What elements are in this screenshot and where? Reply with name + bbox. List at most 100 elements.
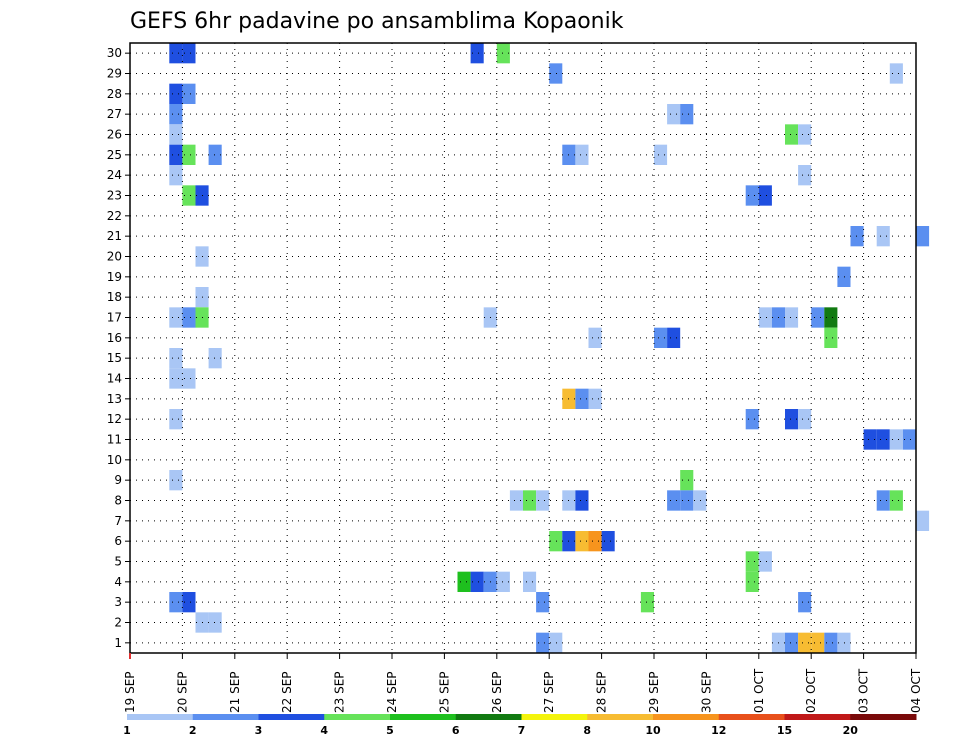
plot-frame <box>129 42 917 654</box>
heatmap-cell <box>745 185 759 206</box>
colorbar-label: 10 <box>645 724 661 737</box>
heatmap-cell <box>182 307 196 328</box>
x-tick-label: 29 SEP <box>647 671 661 713</box>
heatmap-cell <box>496 571 510 592</box>
x-tick-label: 28 SEP <box>595 671 609 713</box>
heatmap-cell <box>758 185 772 206</box>
x-tick-label: 24 SEP <box>385 671 399 713</box>
heatmap-cell <box>169 348 183 369</box>
heatmap-cell <box>667 104 681 125</box>
colorbar-label: 7 <box>518 724 526 737</box>
heatmap-cell <box>182 185 196 206</box>
y-tick-label: 20 <box>107 250 122 264</box>
heatmap-cell <box>182 592 196 613</box>
heatmap-cell <box>798 165 812 186</box>
y-tick-label: 26 <box>107 128 122 142</box>
heatmap-cell <box>169 368 183 389</box>
heatmap-cell <box>169 470 183 491</box>
heatmap-cell <box>588 327 602 348</box>
heatmap-cell <box>785 124 799 145</box>
heatmap-cell <box>745 409 759 430</box>
heatmap-cell <box>680 104 694 125</box>
heatmap-cell <box>182 368 196 389</box>
y-tick-label: 10 <box>107 453 122 467</box>
heatmap-cell <box>575 531 589 552</box>
chart-title: GEFS 6hr padavine po ansamblima Kopaonik <box>130 9 624 34</box>
heatmap-cell <box>169 307 183 328</box>
y-tick-label: 18 <box>107 290 122 304</box>
y-tick-label: 6 <box>114 534 122 548</box>
heatmap-cell <box>601 531 615 552</box>
heatmap-cell <box>916 510 930 531</box>
heatmap-cell <box>758 551 772 572</box>
heatmap-cell <box>169 144 183 165</box>
heatmap-cell <box>745 571 759 592</box>
colorbar-swatch <box>324 714 391 720</box>
x-tick-label: 30 SEP <box>699 671 713 713</box>
x-tick-label: 26 SEP <box>490 671 504 713</box>
heatmap-cell <box>667 327 681 348</box>
colorbar-label: 20 <box>843 724 859 737</box>
heatmap-cell <box>208 348 222 369</box>
y-tick-label: 24 <box>107 168 122 182</box>
y-tick-label: 19 <box>107 270 122 284</box>
x-tick-label: 19 SEP <box>123 671 137 713</box>
heatmap-cell <box>549 531 563 552</box>
y-tick-label: 3 <box>114 595 122 609</box>
heatmap-cell <box>169 124 183 145</box>
heatmap-cell <box>640 592 654 613</box>
x-tick-label: 25 SEP <box>437 671 451 713</box>
y-tick-label: 21 <box>107 229 122 243</box>
y-tick-label: 27 <box>107 107 122 121</box>
heatmap-cell <box>457 571 471 592</box>
colorbar-swatch <box>587 714 654 720</box>
heatmap-cell <box>549 632 563 653</box>
y-tick-label: 30 <box>107 46 122 60</box>
colorbar-label: 5 <box>386 724 394 737</box>
y-tick-label: 23 <box>107 189 122 203</box>
x-tick-label: 03 OCT <box>857 668 871 713</box>
colorbar-swatch <box>521 714 588 720</box>
x-tick-label: 21 SEP <box>228 671 242 713</box>
colorbar-label: 15 <box>777 724 792 737</box>
colorbar-swatch <box>258 714 325 720</box>
heatmap-cell <box>523 571 537 592</box>
heatmap-cell <box>169 165 183 186</box>
heatmap-cell <box>536 632 550 653</box>
heatmap-cell <box>811 632 825 653</box>
y-tick-label: 14 <box>107 372 122 386</box>
heatmap-cell <box>785 409 799 430</box>
heatmap-cell <box>889 490 903 511</box>
heatmap-cell <box>824 327 838 348</box>
colorbar-label: 1 <box>123 724 131 737</box>
heatmap-cell <box>169 592 183 613</box>
heatmap-cell <box>863 429 877 450</box>
grid-lines <box>130 43 916 653</box>
heatmap-cell <box>549 63 563 84</box>
x-tick-label: 01 OCT <box>752 668 766 713</box>
heatmap-cell <box>575 490 589 511</box>
x-tick-label: 04 OCT <box>909 668 923 713</box>
heatmap-cell <box>169 43 183 64</box>
heatmap-cell <box>680 490 694 511</box>
heatmap-cell <box>758 307 772 328</box>
heatmap-cell <box>876 490 890 511</box>
heatmap-cell <box>588 388 602 409</box>
y-tick-label: 12 <box>107 412 122 426</box>
x-tick-label: 02 OCT <box>804 668 818 713</box>
heatmap-cell <box>496 43 510 64</box>
heatmap-cell <box>798 409 812 430</box>
heatmap-cell <box>889 63 903 84</box>
heatmap-cell <box>470 43 484 64</box>
y-tick-label: 2 <box>114 616 122 630</box>
y-tick-label: 25 <box>107 148 122 162</box>
y-tick-label: 8 <box>114 494 122 508</box>
heatmap-cell <box>667 490 681 511</box>
colorbar-swatch <box>127 714 194 720</box>
heatmap-cell <box>798 124 812 145</box>
heatmap-cell <box>824 307 838 328</box>
colorbar-label: 4 <box>320 724 328 737</box>
heatmap-cell <box>798 592 812 613</box>
